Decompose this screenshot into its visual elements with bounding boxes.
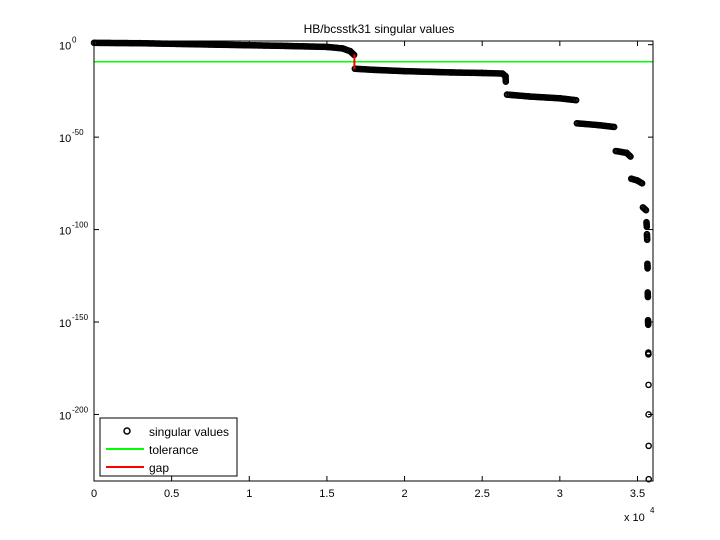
y-tick-label-base: 10: [59, 410, 71, 422]
singular-value-point: [642, 206, 650, 214]
x-tick-label: 2: [401, 488, 407, 500]
singular-value-point: [644, 265, 651, 272]
singular-value-point: [645, 475, 653, 483]
singular-value-point: [645, 381, 652, 389]
singular-values-run: [612, 147, 634, 160]
chart-title: HB/bcsstk31 singular values: [304, 22, 455, 36]
y-tick-label-base: 10: [59, 318, 71, 330]
y-tick-label-exponent: -150: [72, 313, 89, 322]
singular-value-point: [644, 293, 652, 301]
singular-values-run: [639, 204, 650, 214]
legend-label-singular-values: singular values: [149, 425, 229, 439]
singular-values-run: [573, 119, 618, 131]
singular-value-point: [643, 236, 651, 244]
singular-values-run: [643, 218, 651, 231]
singular-value-point: [626, 152, 633, 159]
singular-values-run: [644, 260, 651, 272]
singular-value-point: [643, 223, 651, 231]
x-multiplier-exponent: 4: [650, 506, 655, 515]
singular-values-run: [627, 175, 646, 187]
singular-values-run: [351, 65, 510, 85]
legend-label-tolerance: tolerance: [149, 443, 199, 457]
y-tick-label-exponent: -200: [72, 405, 89, 414]
x-tick-label: 1.5: [319, 488, 334, 500]
singular-value-point: [645, 442, 652, 450]
y-tick-label-exponent: -50: [72, 128, 84, 137]
x-axis: 0 0.5 1 1.5 2 2.5 3 3.5: [91, 41, 645, 500]
singular-value-point: [641, 205, 649, 213]
legend-label-gap: gap: [149, 461, 169, 475]
singular-value-point: [645, 351, 652, 358]
x-tick-label: 0: [91, 488, 97, 500]
plot-area: [90, 39, 653, 483]
singular-value-point: [572, 96, 580, 104]
singular-values-run: [645, 349, 652, 358]
legend: singular values tolerance gap: [99, 417, 238, 477]
y-tick-label-base: 10: [59, 133, 71, 145]
singular-value-point: [349, 50, 357, 58]
x-multiplier: x 10 4: [624, 506, 655, 524]
x-tick-label: 1: [246, 488, 252, 500]
singular-value-point: [502, 78, 510, 85]
y-tick-label-exponent: -100: [72, 221, 89, 230]
x-multiplier-label: x 10: [624, 512, 645, 524]
legend-marker-singular-values: [123, 427, 131, 435]
singular-values-run: [503, 91, 580, 104]
singular-values-run: [644, 289, 652, 301]
singular-values-run: [90, 39, 358, 59]
singular-value-point: [610, 123, 618, 131]
y-tick-label-exponent: 0: [72, 36, 77, 45]
x-tick-label: 3.5: [630, 488, 645, 500]
plot-frame: [93, 40, 654, 482]
singular-value-point: [638, 180, 646, 187]
x-tick-label: 3: [557, 488, 563, 500]
y-tick-label-base: 10: [59, 41, 71, 53]
x-tick-label: 0.5: [164, 488, 179, 500]
y-tick-label-base: 10: [59, 226, 71, 238]
singular-values-run: [644, 316, 652, 329]
singular-values-run: [643, 230, 651, 244]
singular-value-point: [627, 153, 634, 160]
x-tick-label: 2.5: [475, 488, 490, 500]
